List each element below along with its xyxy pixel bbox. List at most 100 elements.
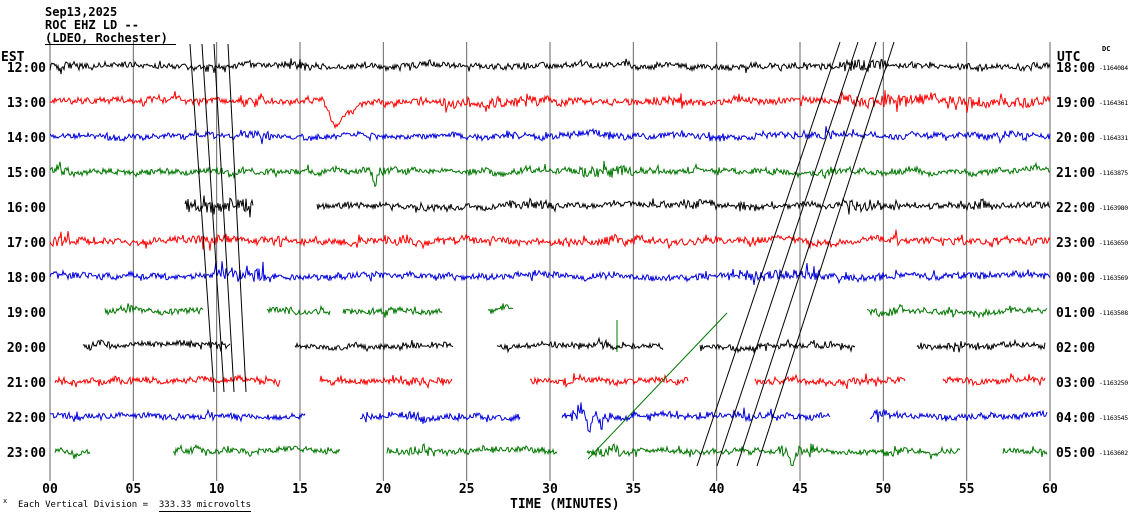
x-axis-title: TIME (MINUTES) xyxy=(510,497,620,512)
overflow-trace-line xyxy=(213,43,235,393)
scale-note-value: 333.33 microvolts xyxy=(158,500,252,512)
header-station: ROC EHZ LD -- xyxy=(45,18,139,32)
x-tick-label: 35 xyxy=(625,482,642,497)
trace-row-5 xyxy=(49,229,1051,251)
trace-row-8 xyxy=(916,338,1046,353)
trace-row-4 xyxy=(316,197,1051,215)
utc-time-label: 23:00 xyxy=(1056,236,1096,251)
dc-offset-value: -1163980 xyxy=(1099,204,1128,212)
est-time-label: 14:00 xyxy=(6,131,46,146)
est-time-label: 12:00 xyxy=(6,61,46,76)
est-time-label: 16:00 xyxy=(6,201,46,216)
dc-offset-value: -1164331 xyxy=(1099,134,1128,142)
overflow-trace-line xyxy=(736,41,877,467)
trace-row-7 xyxy=(266,304,331,316)
overflow-trace-line xyxy=(189,43,215,393)
x-tick-label: 60 xyxy=(1042,482,1058,497)
scale-note: Each Vertical Division = 333.33 microvol… xyxy=(18,500,252,512)
trace-row-8 xyxy=(294,340,454,353)
utc-time-label: 22:00 xyxy=(1056,201,1096,216)
trace-row-10 xyxy=(869,408,1048,423)
overflow-trace-line xyxy=(587,312,728,460)
utc-time-label: 18:00 xyxy=(1056,61,1096,76)
trace-row-11 xyxy=(586,443,961,467)
trace-row-0 xyxy=(49,58,1051,75)
header-date: Sep13,2025 xyxy=(45,5,118,19)
header-underline xyxy=(45,44,176,45)
dc-axis-label: DC xyxy=(1102,45,1111,53)
trace-row-11 xyxy=(386,443,558,458)
x-tick-label: 50 xyxy=(875,482,892,497)
utc-axis-label: UTC xyxy=(1057,50,1081,65)
trace-row-10 xyxy=(49,408,306,423)
x-tick-label: 10 xyxy=(208,482,225,497)
trace-row-1 xyxy=(49,90,1051,130)
est-time-label: 21:00 xyxy=(6,376,46,391)
trace-row-8 xyxy=(82,339,231,352)
scale-marker: x xyxy=(3,497,8,505)
trace-row-9 xyxy=(754,373,906,390)
trace-row-8 xyxy=(496,336,664,354)
trace-row-9 xyxy=(319,374,453,390)
overflow-trace-line xyxy=(756,41,895,467)
x-tick-label: 15 xyxy=(292,482,308,497)
trace-row-4 xyxy=(184,195,254,218)
trace-row-7 xyxy=(487,303,514,315)
est-time-label: 22:00 xyxy=(6,411,46,426)
est-time-label: 19:00 xyxy=(6,306,46,321)
dc-offset-value: -1163250 xyxy=(1099,379,1128,387)
utc-time-label: 02:00 xyxy=(1056,341,1096,356)
dc-offset-value: -1163875 xyxy=(1099,169,1128,177)
x-tick-label: 25 xyxy=(458,482,475,497)
trace-row-9 xyxy=(529,372,689,389)
dc-offset-value: -1163569 xyxy=(1099,274,1128,282)
x-tick-label: 20 xyxy=(375,482,392,497)
utc-time-label: 21:00 xyxy=(1056,166,1096,181)
x-tick-label: 45 xyxy=(792,482,808,497)
overflow-trace-line xyxy=(227,43,247,393)
dc-offset-value: -1163508 xyxy=(1099,309,1128,317)
utc-time-label: 20:00 xyxy=(1056,131,1096,146)
header-location: (LDEO, Rochester) xyxy=(45,31,168,45)
overflow-trace-line xyxy=(696,41,841,467)
x-tick-label: 00 xyxy=(42,482,58,497)
x-tick-label: 55 xyxy=(958,482,975,497)
trace-row-7 xyxy=(104,303,204,317)
overflow-trace-line xyxy=(201,43,225,393)
est-time-label: 15:00 xyxy=(6,166,46,181)
trace-row-11 xyxy=(54,446,91,460)
x-tick-label: 05 xyxy=(125,482,142,497)
trace-row-8 xyxy=(699,338,856,354)
scale-note-label: Each Vertical Division = xyxy=(18,500,159,510)
est-time-label: 20:00 xyxy=(6,341,46,356)
utc-time-label: 05:00 xyxy=(1056,446,1096,461)
dc-offset-value: -1163545 xyxy=(1099,414,1128,422)
utc-time-label: 19:00 xyxy=(1056,96,1096,111)
dc-offset-value: -1163602 xyxy=(1099,449,1128,457)
trace-row-9 xyxy=(942,373,1046,387)
trace-row-10 xyxy=(359,410,521,424)
dc-offset-value: -1164084 xyxy=(1099,64,1128,72)
trace-row-7 xyxy=(866,303,1048,319)
utc-time-label: 04:00 xyxy=(1056,411,1096,426)
trace-row-3 xyxy=(49,160,1051,188)
est-time-label: 17:00 xyxy=(6,236,46,251)
overflow-trace-line xyxy=(716,41,859,467)
utc-time-label: 01:00 xyxy=(1056,306,1096,321)
trace-row-11 xyxy=(1002,446,1048,458)
est-axis-label: EST xyxy=(1,50,25,65)
est-time-label: 23:00 xyxy=(6,446,46,461)
trace-row-11 xyxy=(172,443,341,457)
x-tick-label: 30 xyxy=(542,482,558,497)
dc-offset-value: -1164361 xyxy=(1099,99,1128,107)
utc-time-label: 00:00 xyxy=(1056,271,1096,286)
x-tick-label: 40 xyxy=(708,482,725,497)
utc-time-label: 03:00 xyxy=(1056,376,1096,391)
est-time-label: 13:00 xyxy=(6,96,46,111)
dc-offset-value: -1163650 xyxy=(1099,239,1128,247)
est-time-label: 18:00 xyxy=(6,271,46,286)
trace-row-10 xyxy=(561,402,831,433)
trace-row-2 xyxy=(49,126,1051,145)
